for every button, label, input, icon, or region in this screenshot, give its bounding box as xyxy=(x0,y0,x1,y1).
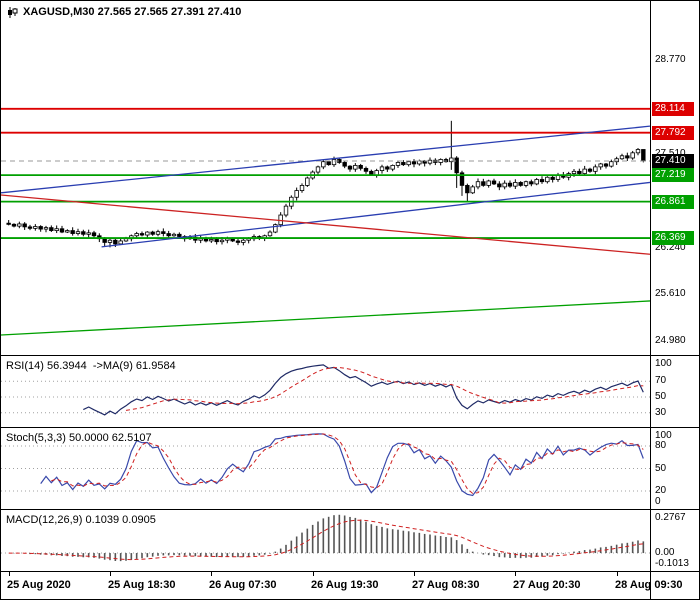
stoch-signal-line xyxy=(51,433,644,495)
panel-separator xyxy=(1,509,699,510)
candles xyxy=(6,120,646,248)
stochastic-indicator-label: Stoch(5,3,3) 50.0000 62.5107 xyxy=(6,432,152,444)
panel-separator xyxy=(1,571,699,572)
time-axis-label: 27 Aug 20:30 xyxy=(513,579,581,591)
macd-scale-label: 0.00 xyxy=(655,547,675,559)
price-scale-label: 28.770 xyxy=(655,54,686,66)
rsi-scale-label: 70 xyxy=(655,375,667,387)
red-descending-trendline xyxy=(1,194,650,255)
macd-plot[interactable] xyxy=(1,510,650,571)
panel-separator xyxy=(1,355,699,356)
time-axis-label: 28 Aug 09:30 xyxy=(615,579,683,591)
stoch-scale-label: 20 xyxy=(655,485,667,496)
time-axis[interactable]: 25 Aug 2020 25 Aug 18:30 26 Aug 07:30 26 Au… xyxy=(1,572,699,599)
resistance-price-label: 27.792 xyxy=(652,125,694,140)
time-axis-label: 26 Aug 07:30 xyxy=(209,579,277,591)
price-scale-label: 27.510 xyxy=(655,148,686,160)
time-tick xyxy=(414,572,415,576)
stoch-scale-label: 100 xyxy=(655,430,672,441)
price-scale-divider xyxy=(650,1,651,599)
rsi-line xyxy=(83,364,644,416)
stochastic-plot[interactable] xyxy=(1,428,650,509)
blue-upper-channel-line xyxy=(1,125,650,194)
time-axis-label: 27 Aug 08:30 xyxy=(412,579,480,591)
green-ascending-trendline xyxy=(1,300,650,336)
rsi-scale-label: 100 xyxy=(655,358,672,369)
stoch-main-line xyxy=(40,433,644,497)
current-price-label: 27.410 xyxy=(652,153,694,168)
price-chart-plot[interactable] xyxy=(1,1,650,355)
rsi-scale-label: 30 xyxy=(655,406,667,418)
rsi-ma-line xyxy=(125,367,644,411)
chart-title: XAGUSD,M30 27.565 27.565 27.391 27.410 xyxy=(7,6,241,18)
stoch-scale-label: 50 xyxy=(655,462,667,474)
price-scale-label: 25.610 xyxy=(655,288,686,300)
rsi-scale-label: 50 xyxy=(655,391,667,403)
macd-scale-label: -0.1013 xyxy=(655,558,689,569)
support-price-label: 26.369 xyxy=(652,231,694,246)
panel-separator xyxy=(1,427,699,428)
rsi-indicator-label: RSI(14) 56.3944 ->MA(9) 61.9584 xyxy=(6,360,176,372)
time-tick xyxy=(9,572,10,576)
stoch-scale-label: 80 xyxy=(655,440,667,451)
time-axis-label: 25 Aug 18:30 xyxy=(108,579,176,591)
resistance-price-label: 28.114 xyxy=(652,101,694,116)
price-scale[interactable]: 28.770 27.510 26.240 25.610 24.980 28.114 27.7… xyxy=(651,1,699,599)
time-axis-label: 25 Aug 2020 xyxy=(7,579,71,591)
time-tick xyxy=(313,572,314,576)
support-price-label: 27.219 xyxy=(652,168,694,183)
macd-signal-line xyxy=(8,519,644,561)
time-tick xyxy=(211,572,212,576)
support-price-label: 26.861 xyxy=(652,194,694,209)
time-tick xyxy=(110,572,111,576)
stoch-scale-label: 0 xyxy=(655,496,661,507)
time-tick xyxy=(617,572,618,576)
price-scale-label: 24.980 xyxy=(655,334,686,346)
macd-indicator-label: MACD(12,26,9) 0.1039 0.0905 xyxy=(6,514,156,526)
macd-scale-label: 0.2767 xyxy=(655,512,686,523)
time-axis-label: 26 Aug 19:30 xyxy=(311,579,379,591)
rsi-plot[interactable] xyxy=(1,356,650,427)
symbol-ohlc-text: XAGUSD,M30 27.565 27.565 27.391 27.410 xyxy=(23,6,242,18)
blue-lower-channel-line xyxy=(101,181,650,248)
candlestick-icon xyxy=(8,6,18,18)
time-tick xyxy=(515,572,516,576)
price-scale-label: 26.240 xyxy=(655,241,686,253)
